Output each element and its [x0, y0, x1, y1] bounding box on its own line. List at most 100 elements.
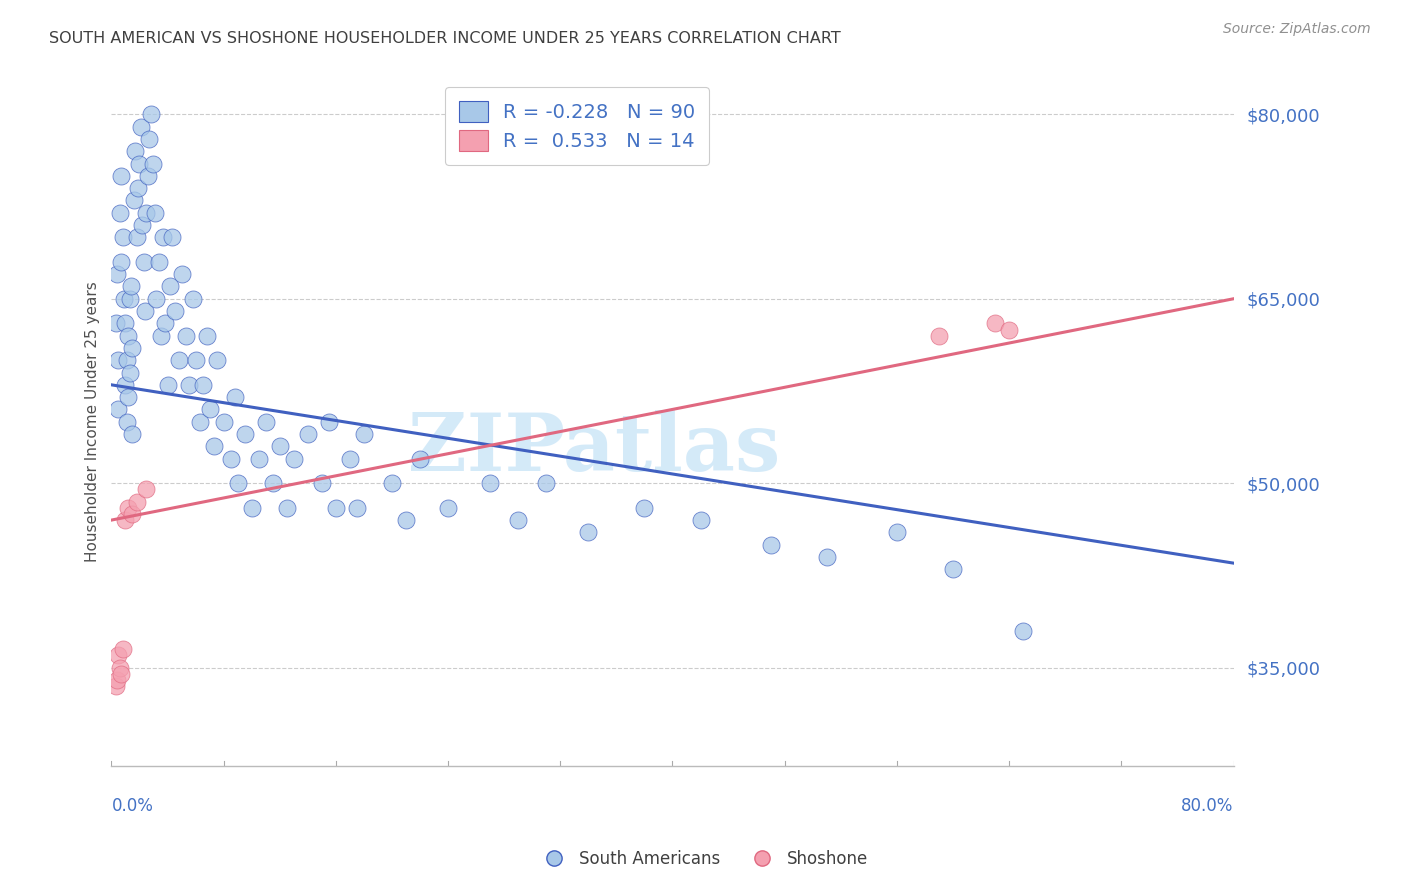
Point: [212, 415, 235, 429]
Point: [139, 107, 162, 121]
Point: [759, 538, 782, 552]
Point: [311, 476, 333, 491]
Point: [114, 317, 136, 331]
Legend: R = -0.228   N = 90, R =  0.533   N = 14: R = -0.228 N = 90, R = 0.533 N = 14: [446, 87, 709, 164]
Point: [170, 267, 193, 281]
Text: SOUTH AMERICAN VS SHOSHONE HOUSEHOLDER INCOME UNDER 25 YEARS CORRELATION CHART: SOUTH AMERICAN VS SHOSHONE HOUSEHOLDER I…: [49, 31, 841, 46]
Point: [148, 255, 170, 269]
Point: [479, 476, 502, 491]
Point: [110, 255, 132, 269]
Point: [143, 205, 166, 219]
Point: [138, 132, 160, 146]
Legend: South Americans, Shoshone: South Americans, Shoshone: [531, 844, 875, 875]
Text: ZIPatlas: ZIPatlas: [408, 410, 780, 488]
Point: [108, 660, 131, 674]
Point: [110, 169, 132, 183]
Point: [114, 377, 136, 392]
Point: [339, 451, 361, 466]
Point: [121, 341, 143, 355]
Point: [132, 255, 155, 269]
Point: [219, 451, 242, 466]
Point: [121, 507, 143, 521]
Point: [128, 156, 150, 170]
Point: [576, 525, 599, 540]
Point: [153, 317, 176, 331]
Point: [928, 328, 950, 343]
Point: [191, 377, 214, 392]
Point: [226, 476, 249, 491]
Point: [135, 205, 157, 219]
Point: [240, 500, 263, 515]
Point: [163, 304, 186, 318]
Point: [942, 562, 965, 576]
Point: [125, 230, 148, 244]
Point: [107, 402, 129, 417]
Point: [174, 328, 197, 343]
Point: [136, 169, 159, 183]
Point: [534, 476, 557, 491]
Point: [177, 377, 200, 392]
Point: [134, 304, 156, 318]
Point: [125, 494, 148, 508]
Point: [124, 145, 146, 159]
Point: [269, 439, 291, 453]
Point: [108, 205, 131, 219]
Point: [233, 427, 256, 442]
Point: [262, 476, 284, 491]
Point: [115, 353, 138, 368]
Point: [122, 194, 145, 208]
Point: [815, 549, 838, 564]
Point: [886, 525, 908, 540]
Point: [1012, 624, 1035, 638]
Point: [437, 500, 460, 515]
Point: [104, 679, 127, 693]
Point: [149, 328, 172, 343]
Point: [107, 353, 129, 368]
Point: [152, 230, 174, 244]
Text: Source: ZipAtlas.com: Source: ZipAtlas.com: [1223, 22, 1371, 37]
Point: [159, 279, 181, 293]
Point: [145, 292, 167, 306]
Point: [120, 279, 142, 293]
Point: [121, 427, 143, 442]
Point: [984, 317, 1007, 331]
Y-axis label: Householder Income Under 25 years: Householder Income Under 25 years: [86, 281, 100, 562]
Point: [188, 415, 211, 429]
Point: [114, 513, 136, 527]
Point: [409, 451, 432, 466]
Point: [131, 218, 153, 232]
Point: [346, 500, 368, 515]
Point: [381, 476, 404, 491]
Point: [353, 427, 375, 442]
Point: [998, 322, 1021, 336]
Point: [117, 390, 139, 404]
Point: [689, 513, 711, 527]
Point: [181, 292, 204, 306]
Point: [115, 415, 138, 429]
Point: [111, 230, 134, 244]
Point: [105, 673, 128, 687]
Point: [247, 451, 270, 466]
Point: [105, 267, 128, 281]
Point: [205, 353, 228, 368]
Point: [198, 402, 221, 417]
Point: [276, 500, 298, 515]
Point: [395, 513, 418, 527]
Point: [325, 500, 347, 515]
Point: [297, 427, 319, 442]
Point: [224, 390, 246, 404]
Text: 0.0%: 0.0%: [111, 797, 153, 814]
Point: [160, 230, 183, 244]
Point: [107, 648, 129, 663]
Point: [110, 666, 132, 681]
Point: [195, 328, 218, 343]
Point: [112, 292, 135, 306]
Point: [202, 439, 225, 453]
Point: [117, 500, 139, 515]
Point: [142, 156, 165, 170]
Point: [184, 353, 207, 368]
Point: [129, 120, 152, 134]
Point: [508, 513, 530, 527]
Point: [167, 353, 190, 368]
Point: [117, 328, 139, 343]
